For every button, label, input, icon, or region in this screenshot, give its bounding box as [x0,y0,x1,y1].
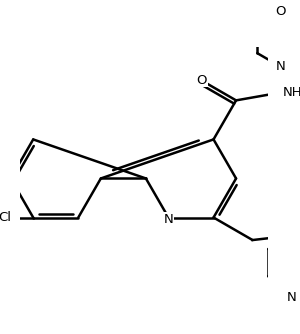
Text: O: O [197,74,207,87]
Text: O: O [275,5,286,18]
Text: N: N [276,60,286,73]
Text: N: N [276,60,286,73]
Text: NH: NH [282,86,300,99]
Text: N: N [287,292,296,304]
Text: Cl: Cl [0,211,12,224]
Text: N: N [164,213,173,226]
